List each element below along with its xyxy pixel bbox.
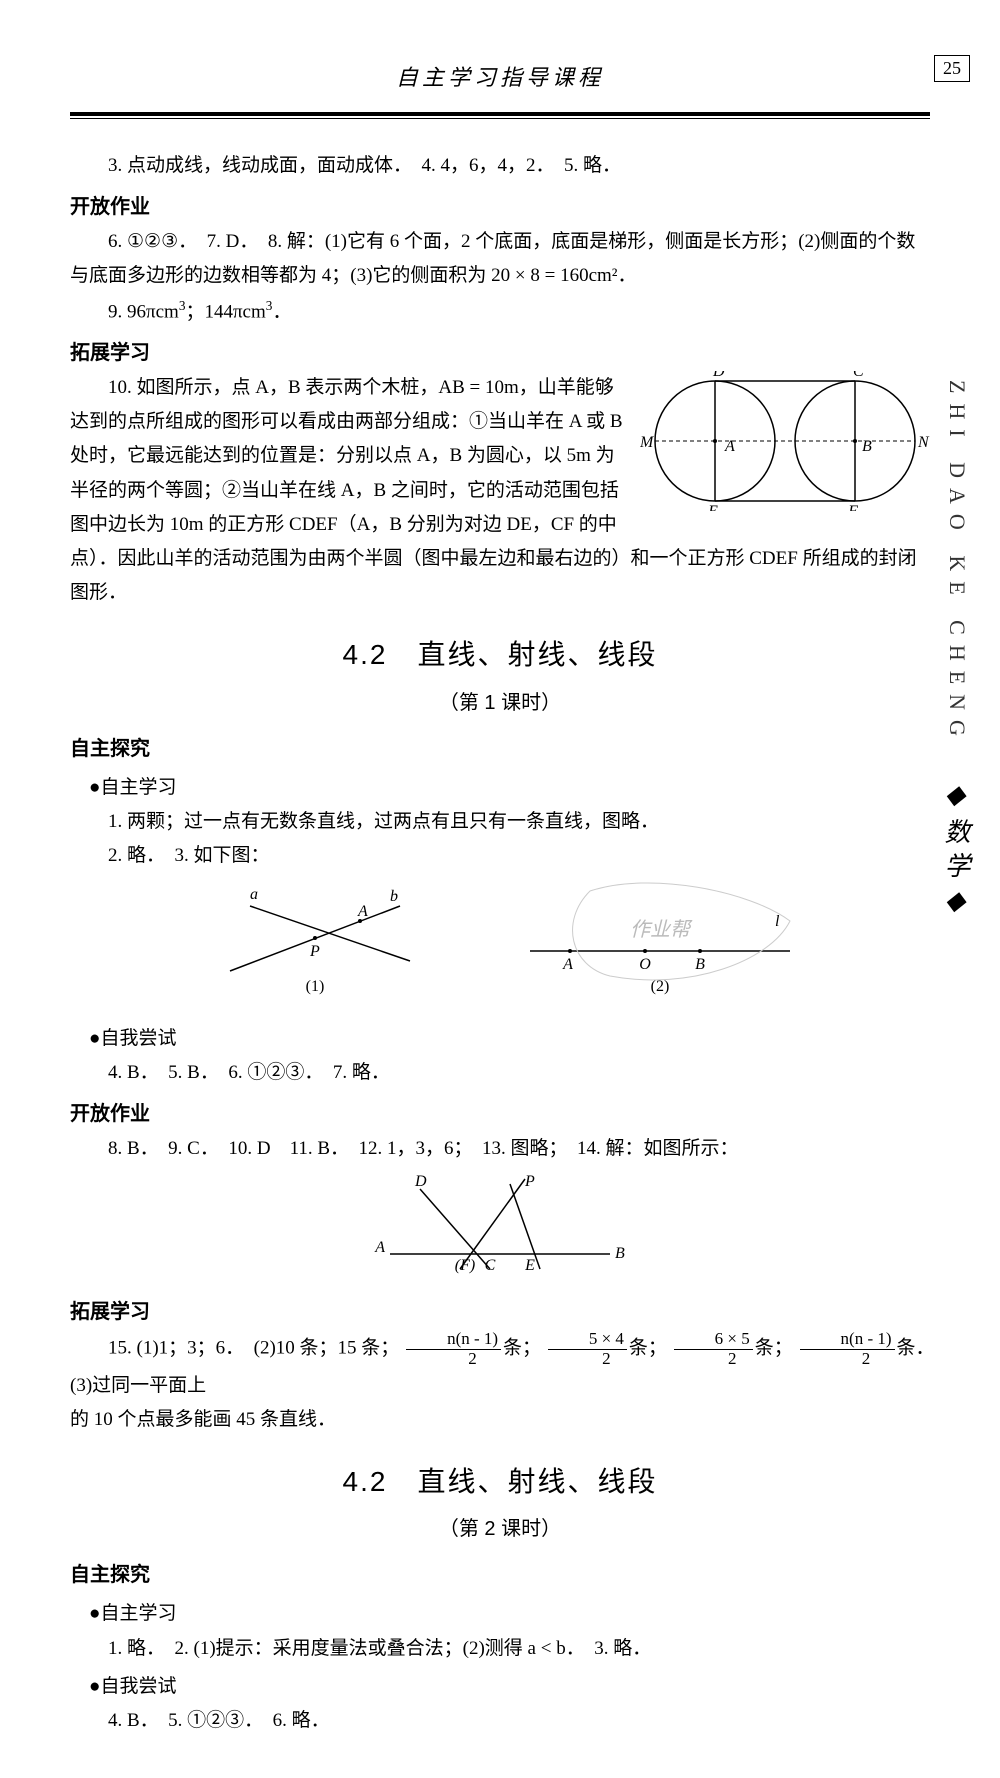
heading-open-hw-1: 开放作业 xyxy=(70,189,930,225)
content-body: 3. 点动成线，线动成面，面动成体． 4. 4，6，4，2． 5. 略． 开放作… xyxy=(70,149,930,1738)
diagram-1-svg: D C E F M N A B xyxy=(640,371,930,511)
chapter-title-2: 4.2 直线、射线、线段 xyxy=(70,1457,930,1507)
q9-part-c: ． xyxy=(272,301,291,322)
diagram-goat-region: D C E F M N A B xyxy=(640,371,930,523)
frac-2: 5 × 42 xyxy=(548,1330,627,1368)
chapter-name-1: 直线、射线、线段 xyxy=(417,639,657,670)
svg-text:P: P xyxy=(524,1174,535,1190)
lesson-2: （第 2 课时） xyxy=(70,1511,930,1547)
heading-self-explore-2: 自主探究 xyxy=(70,1557,930,1593)
svg-text:O: O xyxy=(639,956,651,973)
q15-b: 条； xyxy=(503,1338,541,1359)
heading-open-hw-2: 开放作业 xyxy=(70,1096,930,1132)
page-number: 25 xyxy=(934,55,970,82)
line-st-q4-7: 4. B． 5. B． 6. ①②③． 7. 略． xyxy=(70,1056,930,1090)
lesson-1: （第 1 课时） xyxy=(70,685,930,721)
line-q9: 9. 96πcm3；144πcm3． xyxy=(70,294,930,330)
frac-1: n(n - 1)2 xyxy=(406,1330,501,1368)
line-q15: 15. (1)1；3；6． (2)10 条；15 条； n(n - 1)2条； … xyxy=(70,1330,930,1403)
svg-text:B: B xyxy=(695,956,705,973)
line-q15-tail: 的 10 个点最多能画 45 条直线． xyxy=(70,1403,930,1437)
heading-self-try-2: ●自我尝试 xyxy=(70,1670,930,1704)
chapter-title-1: 4.2 直线、射线、线段 xyxy=(70,630,930,680)
svg-text:B: B xyxy=(862,438,872,455)
header-title: 自主学习指导课程 xyxy=(396,60,604,92)
line-l2-q4-6: 4. B． 5. ①②③． 6. 略． xyxy=(70,1704,930,1738)
q15-d: 条； xyxy=(755,1338,793,1359)
line-oh-q8-14: 8. B． 9. C． 10. D 11. B． 12. 1，3，6； 13. … xyxy=(70,1132,930,1166)
svg-text:P: P xyxy=(309,943,320,960)
line-q6-8: 6. ①②③． 7. D． 8. 解：(1)它有 6 个面，2 个底面，底面是梯… xyxy=(70,225,930,293)
svg-text:A: A xyxy=(357,903,368,920)
svg-text:(1): (1) xyxy=(306,978,325,995)
heading-extend-2: 拓展学习 xyxy=(70,1294,930,1330)
svg-text:作业帮: 作业帮 xyxy=(630,919,693,941)
svg-text:E: E xyxy=(707,503,718,511)
diagram-segment-q14: D P A (F) C E B xyxy=(70,1174,930,1286)
svg-text:A: A xyxy=(374,1239,385,1256)
svg-text:b: b xyxy=(390,888,398,905)
svg-text:a: a xyxy=(250,886,258,903)
svg-text:M: M xyxy=(640,434,655,451)
diagram-lines-pair: a b A P (1) A O B l (2) 作业帮 xyxy=(70,881,930,1013)
svg-text:B: B xyxy=(615,1245,625,1262)
svg-text:D: D xyxy=(414,1174,427,1190)
page-header: 自主学习指导课程 25 xyxy=(70,60,930,92)
svg-text:N: N xyxy=(917,434,930,451)
side-subject-text: 数学 xyxy=(941,818,970,886)
chapter-num-2: 4.2 xyxy=(343,1466,388,1497)
svg-text:C: C xyxy=(853,371,864,380)
frac-4: n(n - 1)2 xyxy=(800,1330,895,1368)
heading-self-try-1: ●自我尝试 xyxy=(70,1022,930,1056)
chapter-num-1: 4.2 xyxy=(343,639,388,670)
heading-self-explore-1: 自主探究 xyxy=(70,731,930,767)
diagram-3-svg: D P A (F) C E B xyxy=(370,1174,630,1274)
line-l2-q1-3: 1. 略． 2. (1)提示：采用度量法或叠合法；(2)测得 a < b． 3.… xyxy=(70,1632,930,1666)
line-ss-q2-3: 2. 略． 3. 如下图： xyxy=(70,839,930,873)
svg-text:C: C xyxy=(485,1257,496,1274)
svg-text:D: D xyxy=(712,371,725,380)
svg-text:A: A xyxy=(562,956,573,973)
svg-text:l: l xyxy=(775,913,780,930)
frac-3: 6 × 52 xyxy=(674,1330,753,1368)
svg-text:(2): (2) xyxy=(651,978,670,995)
svg-text:E: E xyxy=(524,1257,535,1274)
chapter-name-2: 直线、射线、线段 xyxy=(417,1466,657,1497)
q15-a: 15. (1)1；3；6． (2)10 条；15 条； xyxy=(108,1338,399,1359)
heading-extend-1: 拓展学习 xyxy=(70,335,930,371)
line-q3-5: 3. 点动成线，线动成面，面动成体． 4. 4，6，4，2． 5. 略． xyxy=(70,149,930,183)
heading-self-study-2: ●自主学习 xyxy=(70,1597,930,1631)
q15-c: 条； xyxy=(629,1338,667,1359)
diagram-2-svg: a b A P (1) A O B l (2) 作业帮 xyxy=(190,881,810,1001)
svg-text:F: F xyxy=(847,503,858,511)
heading-self-study-1: ●自主学习 xyxy=(70,771,930,805)
svg-text:(F): (F) xyxy=(455,1257,475,1274)
q9-part-a: 9. 96πcm xyxy=(108,301,179,322)
line-ss-q1: 1. 两颗；过一点有无数条直线，过两点有且只有一条直线，图略． xyxy=(70,805,930,839)
q9-part-b: ；144πcm xyxy=(185,301,265,322)
side-subject: ◆数学◆ xyxy=(937,780,974,924)
header-rule xyxy=(70,112,930,119)
side-pinyin: ZHI DAO KE CHENG xyxy=(944,380,970,746)
svg-text:A: A xyxy=(724,438,735,455)
